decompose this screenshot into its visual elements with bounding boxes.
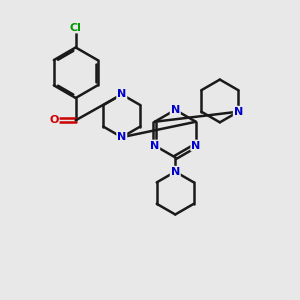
Text: N: N bbox=[171, 167, 180, 177]
Text: N: N bbox=[117, 89, 126, 99]
Text: N: N bbox=[117, 132, 126, 142]
Text: O: O bbox=[49, 115, 59, 125]
Text: Cl: Cl bbox=[70, 22, 82, 32]
Text: N: N bbox=[150, 140, 159, 151]
Text: N: N bbox=[171, 105, 180, 115]
Text: N: N bbox=[234, 107, 243, 117]
Text: N: N bbox=[191, 140, 200, 151]
